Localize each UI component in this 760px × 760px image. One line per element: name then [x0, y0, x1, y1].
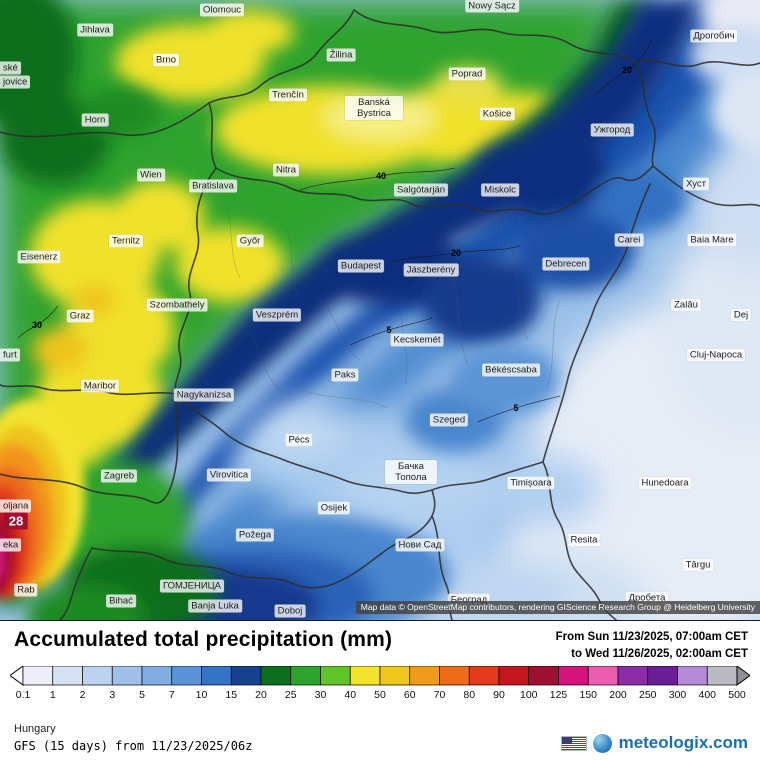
svg-text:7: 7 — [169, 689, 175, 701]
model-meta: Hungary GFS (15 days) from 11/23/2025/06… — [14, 723, 252, 753]
svg-text:150: 150 — [579, 689, 597, 701]
svg-text:2: 2 — [80, 689, 86, 701]
valid-period: From Sun 11/23/2025, 07:00am CET to Wed … — [556, 628, 748, 662]
svg-text:10: 10 — [196, 689, 208, 701]
region-label: Hungary — [14, 723, 56, 735]
svg-text:50: 50 — [374, 689, 386, 701]
svg-text:1: 1 — [50, 689, 56, 701]
svg-text:125: 125 — [550, 689, 568, 701]
svg-text:60: 60 — [404, 689, 416, 701]
svg-text:0.1: 0.1 — [16, 689, 31, 701]
svg-text:40: 40 — [344, 689, 356, 701]
svg-text:80: 80 — [463, 689, 475, 701]
svg-text:100: 100 — [520, 689, 538, 701]
brand-area: meteologix.com — [560, 733, 748, 753]
svg-text:20: 20 — [255, 689, 267, 701]
svg-text:30: 30 — [315, 689, 327, 701]
map-attribution: Map data © OpenStreetMap contributors, r… — [355, 601, 760, 614]
map-title: Accumulated total precipitation (mm) — [14, 628, 393, 651]
svg-text:90: 90 — [493, 689, 505, 701]
meteologix-brand-link[interactable]: meteologix.com — [618, 733, 748, 752]
us-flag-icon — [560, 735, 587, 751]
svg-text:5: 5 — [139, 689, 145, 701]
svg-text:200: 200 — [609, 689, 627, 701]
period-from: From Sun 11/23/2025, 07:00am CET — [555, 631, 748, 643]
svg-text:300: 300 — [669, 689, 687, 701]
precipitation-color-scale: 0.1 1 2 3 5 7 10 15 20 25 30 40 50 60 70 80 90 100 125 150 2… — [9, 665, 751, 702]
legend-panel: Accumulated total precipitation (mm) Fro… — [0, 620, 760, 760]
precipitation-field — [0, 0, 760, 620]
svg-text:400: 400 — [698, 689, 716, 701]
flag-canton — [561, 736, 572, 744]
svg-text:25: 25 — [285, 689, 297, 701]
svg-text:3: 3 — [109, 689, 115, 701]
svg-text:15: 15 — [225, 689, 237, 701]
meteologix-logo-icon — [592, 733, 612, 753]
svg-text:70: 70 — [434, 689, 446, 701]
weather-map-viewport[interactable]: Olomouc Nowy Sącz Дрогобич Jihlava Brno Žilin… — [0, 0, 760, 620]
model-run-label: GFS (15 days) from 11/23/2025/06z — [14, 739, 253, 753]
svg-text:500: 500 — [728, 689, 746, 701]
period-to: to Wed 11/26/2025, 02:00am CET — [571, 647, 748, 660]
svg-text:250: 250 — [639, 689, 657, 701]
